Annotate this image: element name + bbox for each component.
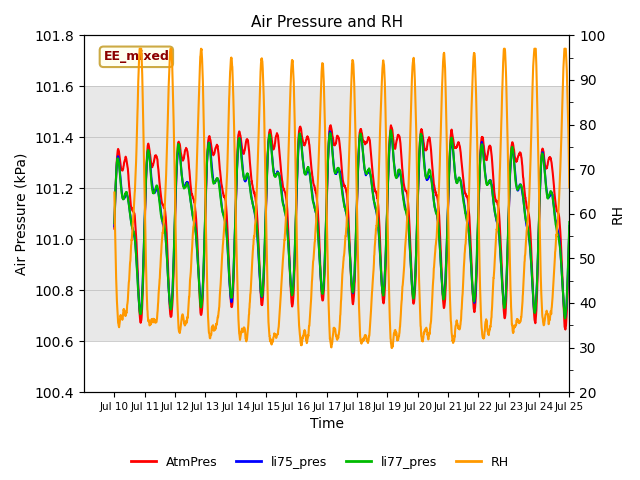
Title: Air Pressure and RH: Air Pressure and RH — [251, 15, 403, 30]
Legend: AtmPres, li75_pres, li77_pres, RH: AtmPres, li75_pres, li77_pres, RH — [125, 451, 515, 474]
X-axis label: Time: Time — [310, 418, 344, 432]
Text: EE_mixed: EE_mixed — [104, 50, 170, 63]
Y-axis label: Air Pressure (kPa): Air Pressure (kPa) — [15, 153, 29, 275]
Bar — [84, 86, 570, 341]
Y-axis label: RH: RH — [611, 204, 625, 224]
